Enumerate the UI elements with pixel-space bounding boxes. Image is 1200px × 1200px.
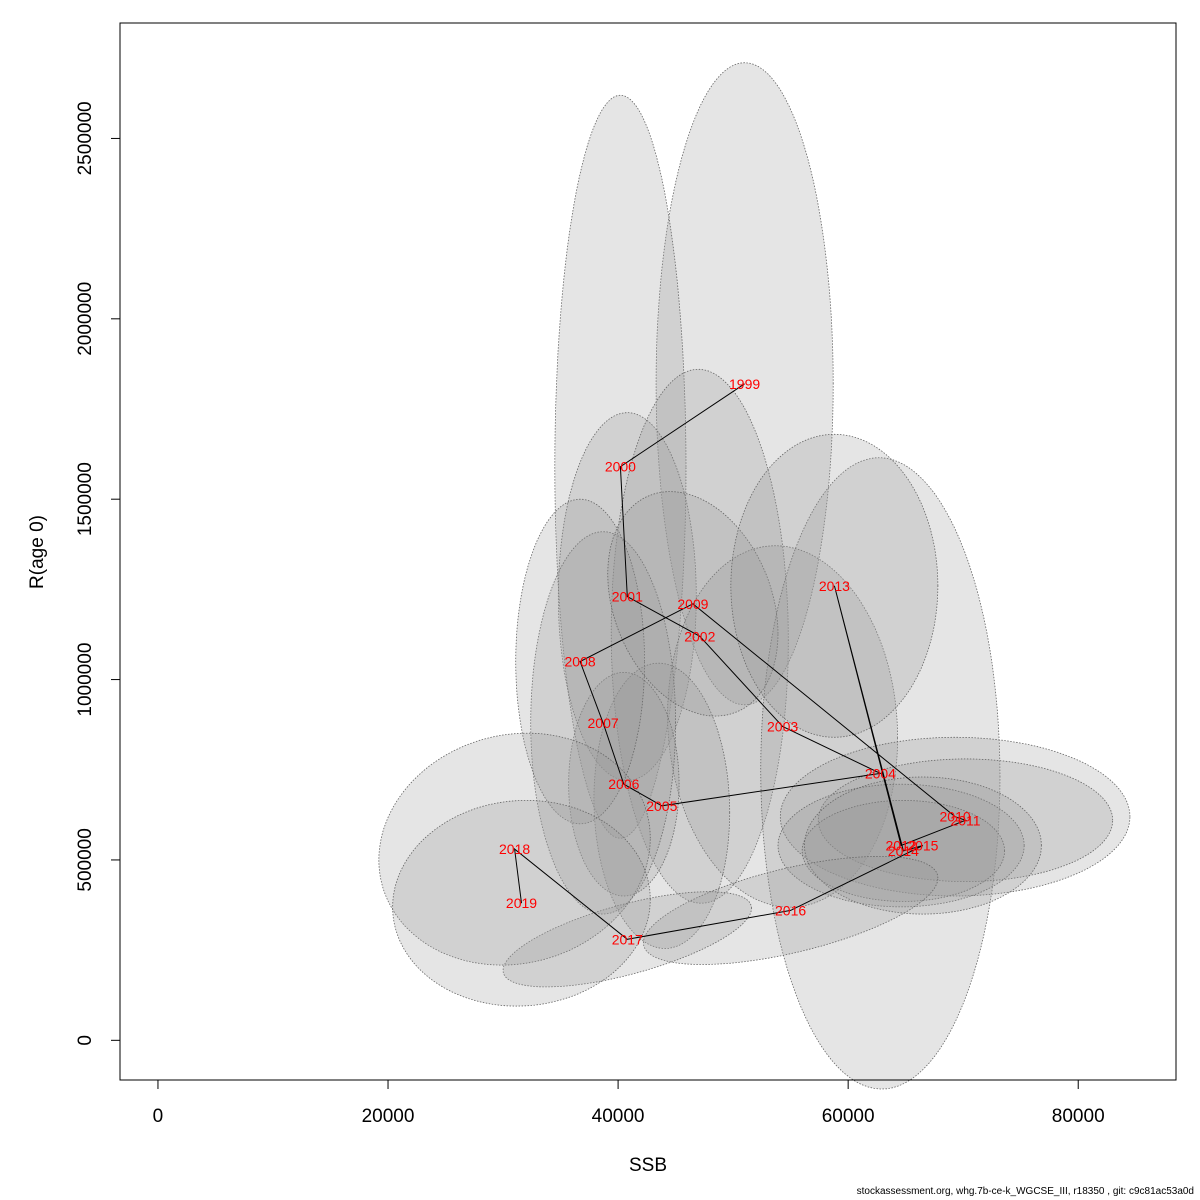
year-label-2012: 2012 <box>886 838 917 854</box>
x-axis: 0 20000 40000 60000 80000 <box>153 1079 1105 1127</box>
confidence-ellipse-2019 <box>392 800 651 1007</box>
year-label-2005: 2005 <box>646 798 677 814</box>
y-tick-label: 500000 <box>75 828 96 891</box>
footer-credit: stockassessment.org, whg.7b-ce-k_WGCSE_I… <box>856 1186 1194 1197</box>
year-label-2001: 2001 <box>612 589 643 605</box>
year-label-2019: 2019 <box>506 895 537 911</box>
year-labels: 1999 2000 2001 2002 2003 2004 2005 2006 2007 2008… <box>499 376 981 948</box>
year-label-1999: 1999 <box>729 376 760 392</box>
year-label-2011: 2011 <box>950 812 980 828</box>
x-tick-label: 80000 <box>1052 1106 1105 1127</box>
confidence-ellipse-1999 <box>655 62 834 706</box>
y-axis: 0 500000 1000000 1500000 2000000 2500000 <box>75 101 121 1046</box>
year-label-2013: 2013 <box>819 578 850 594</box>
year-label-2010: 2010 <box>940 809 971 825</box>
y-tick-label: 2500000 <box>75 101 96 175</box>
x-axis-label: SSB <box>629 1155 667 1176</box>
y-tick-label: 1500000 <box>75 462 96 536</box>
y-axis-label: R(age 0) <box>27 515 48 589</box>
trajectory-line <box>513 383 967 940</box>
x-tick-label: 20000 <box>362 1106 415 1127</box>
trajectory-path <box>513 383 967 940</box>
year-label-2007: 2007 <box>588 715 619 731</box>
year-label-2015: 2015 <box>907 838 938 854</box>
year-label-2000: 2000 <box>605 459 636 475</box>
confidence-ellipse-2013 <box>730 433 939 738</box>
x-tick-label: 0 <box>153 1106 164 1127</box>
year-label-2003: 2003 <box>767 719 798 735</box>
y-tick-label: 1000000 <box>75 643 96 717</box>
year-label-2006: 2006 <box>608 776 639 792</box>
year-label-2009: 2009 <box>677 596 708 612</box>
year-label-2014: 2014 <box>888 843 919 859</box>
y-tick-label: 0 <box>75 1035 96 1046</box>
y-tick-label: 2000000 <box>75 282 96 356</box>
year-label-2004: 2004 <box>865 765 896 781</box>
year-label-2002: 2002 <box>684 628 715 644</box>
x-tick-label: 60000 <box>822 1106 875 1127</box>
year-label-2017: 2017 <box>612 931 643 947</box>
year-label-2018: 2018 <box>499 841 530 857</box>
confidence-ellipses <box>378 62 1131 1090</box>
x-tick-label: 40000 <box>592 1106 645 1127</box>
year-label-2016: 2016 <box>775 902 806 918</box>
year-label-2008: 2008 <box>565 654 596 670</box>
